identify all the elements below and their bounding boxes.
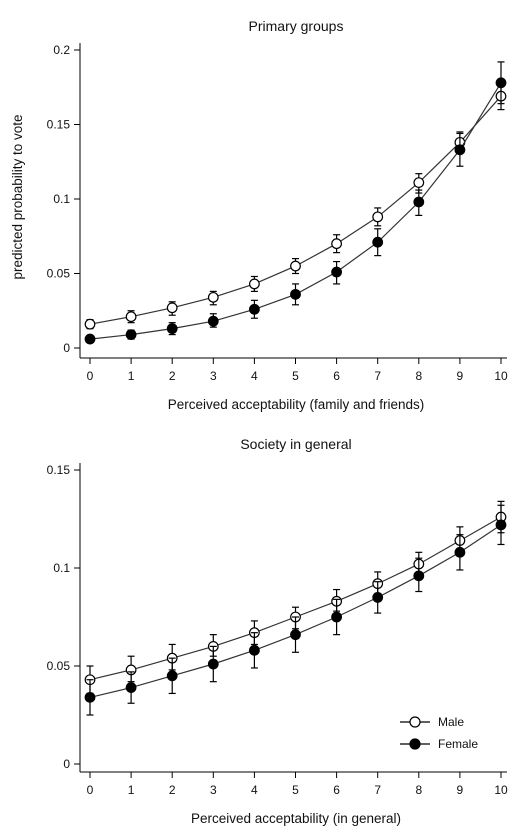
x-tick-label: 5 xyxy=(292,783,299,797)
data-point-open xyxy=(413,177,425,189)
legend-marker-filled xyxy=(409,738,421,750)
x-tick-label: 4 xyxy=(251,783,258,797)
x-axis-label: Perceived acceptability (family and frie… xyxy=(168,397,425,412)
data-point-filled xyxy=(372,236,384,248)
data-point-filled xyxy=(207,658,219,670)
data-point-filled xyxy=(495,77,507,89)
data-point-filled xyxy=(413,570,425,582)
legend-label: Female xyxy=(438,737,478,751)
x-tick-label: 10 xyxy=(494,783,508,797)
x-tick-label: 0 xyxy=(87,783,94,797)
y-tick-label: 0.05 xyxy=(47,267,71,281)
y-tick-label: 0.15 xyxy=(47,118,71,132)
data-point-filled xyxy=(372,592,384,603)
data-point-filled xyxy=(454,144,466,156)
data-point-filled xyxy=(84,691,96,703)
x-tick-label: 9 xyxy=(457,369,464,383)
x-tick-label: 2 xyxy=(169,783,176,797)
y-tick-label: 0.1 xyxy=(53,192,70,206)
x-tick-label: 7 xyxy=(374,783,381,797)
x-tick-label: 6 xyxy=(333,369,340,383)
data-point-open xyxy=(125,311,137,323)
x-tick-label: 7 xyxy=(374,369,381,383)
x-tick-label: 9 xyxy=(457,783,464,797)
series-female xyxy=(84,504,507,716)
data-point-filled xyxy=(331,611,343,623)
data-point-open xyxy=(166,302,178,314)
data-point-open xyxy=(331,238,343,250)
data-point-filled xyxy=(248,644,260,656)
y-tick-label: 0 xyxy=(63,757,70,771)
x-axis-label: Perceived acceptability (in general) xyxy=(191,811,401,826)
data-point-filled xyxy=(166,670,178,682)
data-point-filled xyxy=(84,333,96,345)
data-point-open xyxy=(372,211,384,223)
series-male xyxy=(84,82,507,330)
data-point-filled xyxy=(413,196,425,208)
data-point-open xyxy=(207,291,219,303)
series-line xyxy=(89,516,502,681)
chart-title: Society in general xyxy=(240,436,351,452)
data-point-filled xyxy=(290,629,301,641)
x-tick-label: 1 xyxy=(128,783,135,797)
series-female xyxy=(84,61,507,345)
legend-label: Male xyxy=(438,715,464,729)
data-point-filled xyxy=(166,323,178,335)
data-point-filled xyxy=(331,266,343,278)
data-point-filled xyxy=(290,288,301,300)
x-tick-label: 2 xyxy=(169,369,176,383)
x-tick-label: 6 xyxy=(333,783,340,797)
legend: Male Female xyxy=(400,715,478,751)
chart-panel-society-in-general: Society in general Perceived acceptabili… xyxy=(47,436,508,826)
data-point-open xyxy=(290,260,301,272)
chart-title: Primary groups xyxy=(249,18,344,34)
x-tick-label: 8 xyxy=(415,369,422,383)
x-tick-label: 8 xyxy=(415,783,422,797)
x-tick-label: 3 xyxy=(210,369,217,383)
data-point-open xyxy=(84,318,96,330)
y-tick-label: 0 xyxy=(63,341,70,355)
data-point-filled xyxy=(454,546,466,558)
x-tick-label: 1 xyxy=(128,369,135,383)
x-tick-label: 10 xyxy=(494,369,508,383)
y-tick-label: 0.1 xyxy=(53,561,70,575)
y-tick-label: 0.15 xyxy=(47,463,71,477)
data-point-filled xyxy=(125,329,137,340)
data-point-open xyxy=(248,278,260,290)
legend-marker-open xyxy=(409,716,421,728)
x-tick-label: 0 xyxy=(87,369,94,383)
data-point-filled xyxy=(248,303,260,315)
y-tick-label: 0.2 xyxy=(53,43,70,57)
x-tick-label: 5 xyxy=(292,369,299,383)
data-point-filled xyxy=(207,315,219,327)
series-male xyxy=(84,500,507,695)
y-axis-label: predicted probability to vote xyxy=(10,114,25,279)
x-tick-label: 4 xyxy=(251,369,258,383)
y-tick-label: 0.05 xyxy=(47,659,71,673)
data-point-filled xyxy=(125,682,137,693)
x-tick-label: 3 xyxy=(210,783,217,797)
data-point-filled xyxy=(495,519,507,531)
chart-panel-primary-groups: Primary groups Perceived acceptability (… xyxy=(10,18,508,412)
